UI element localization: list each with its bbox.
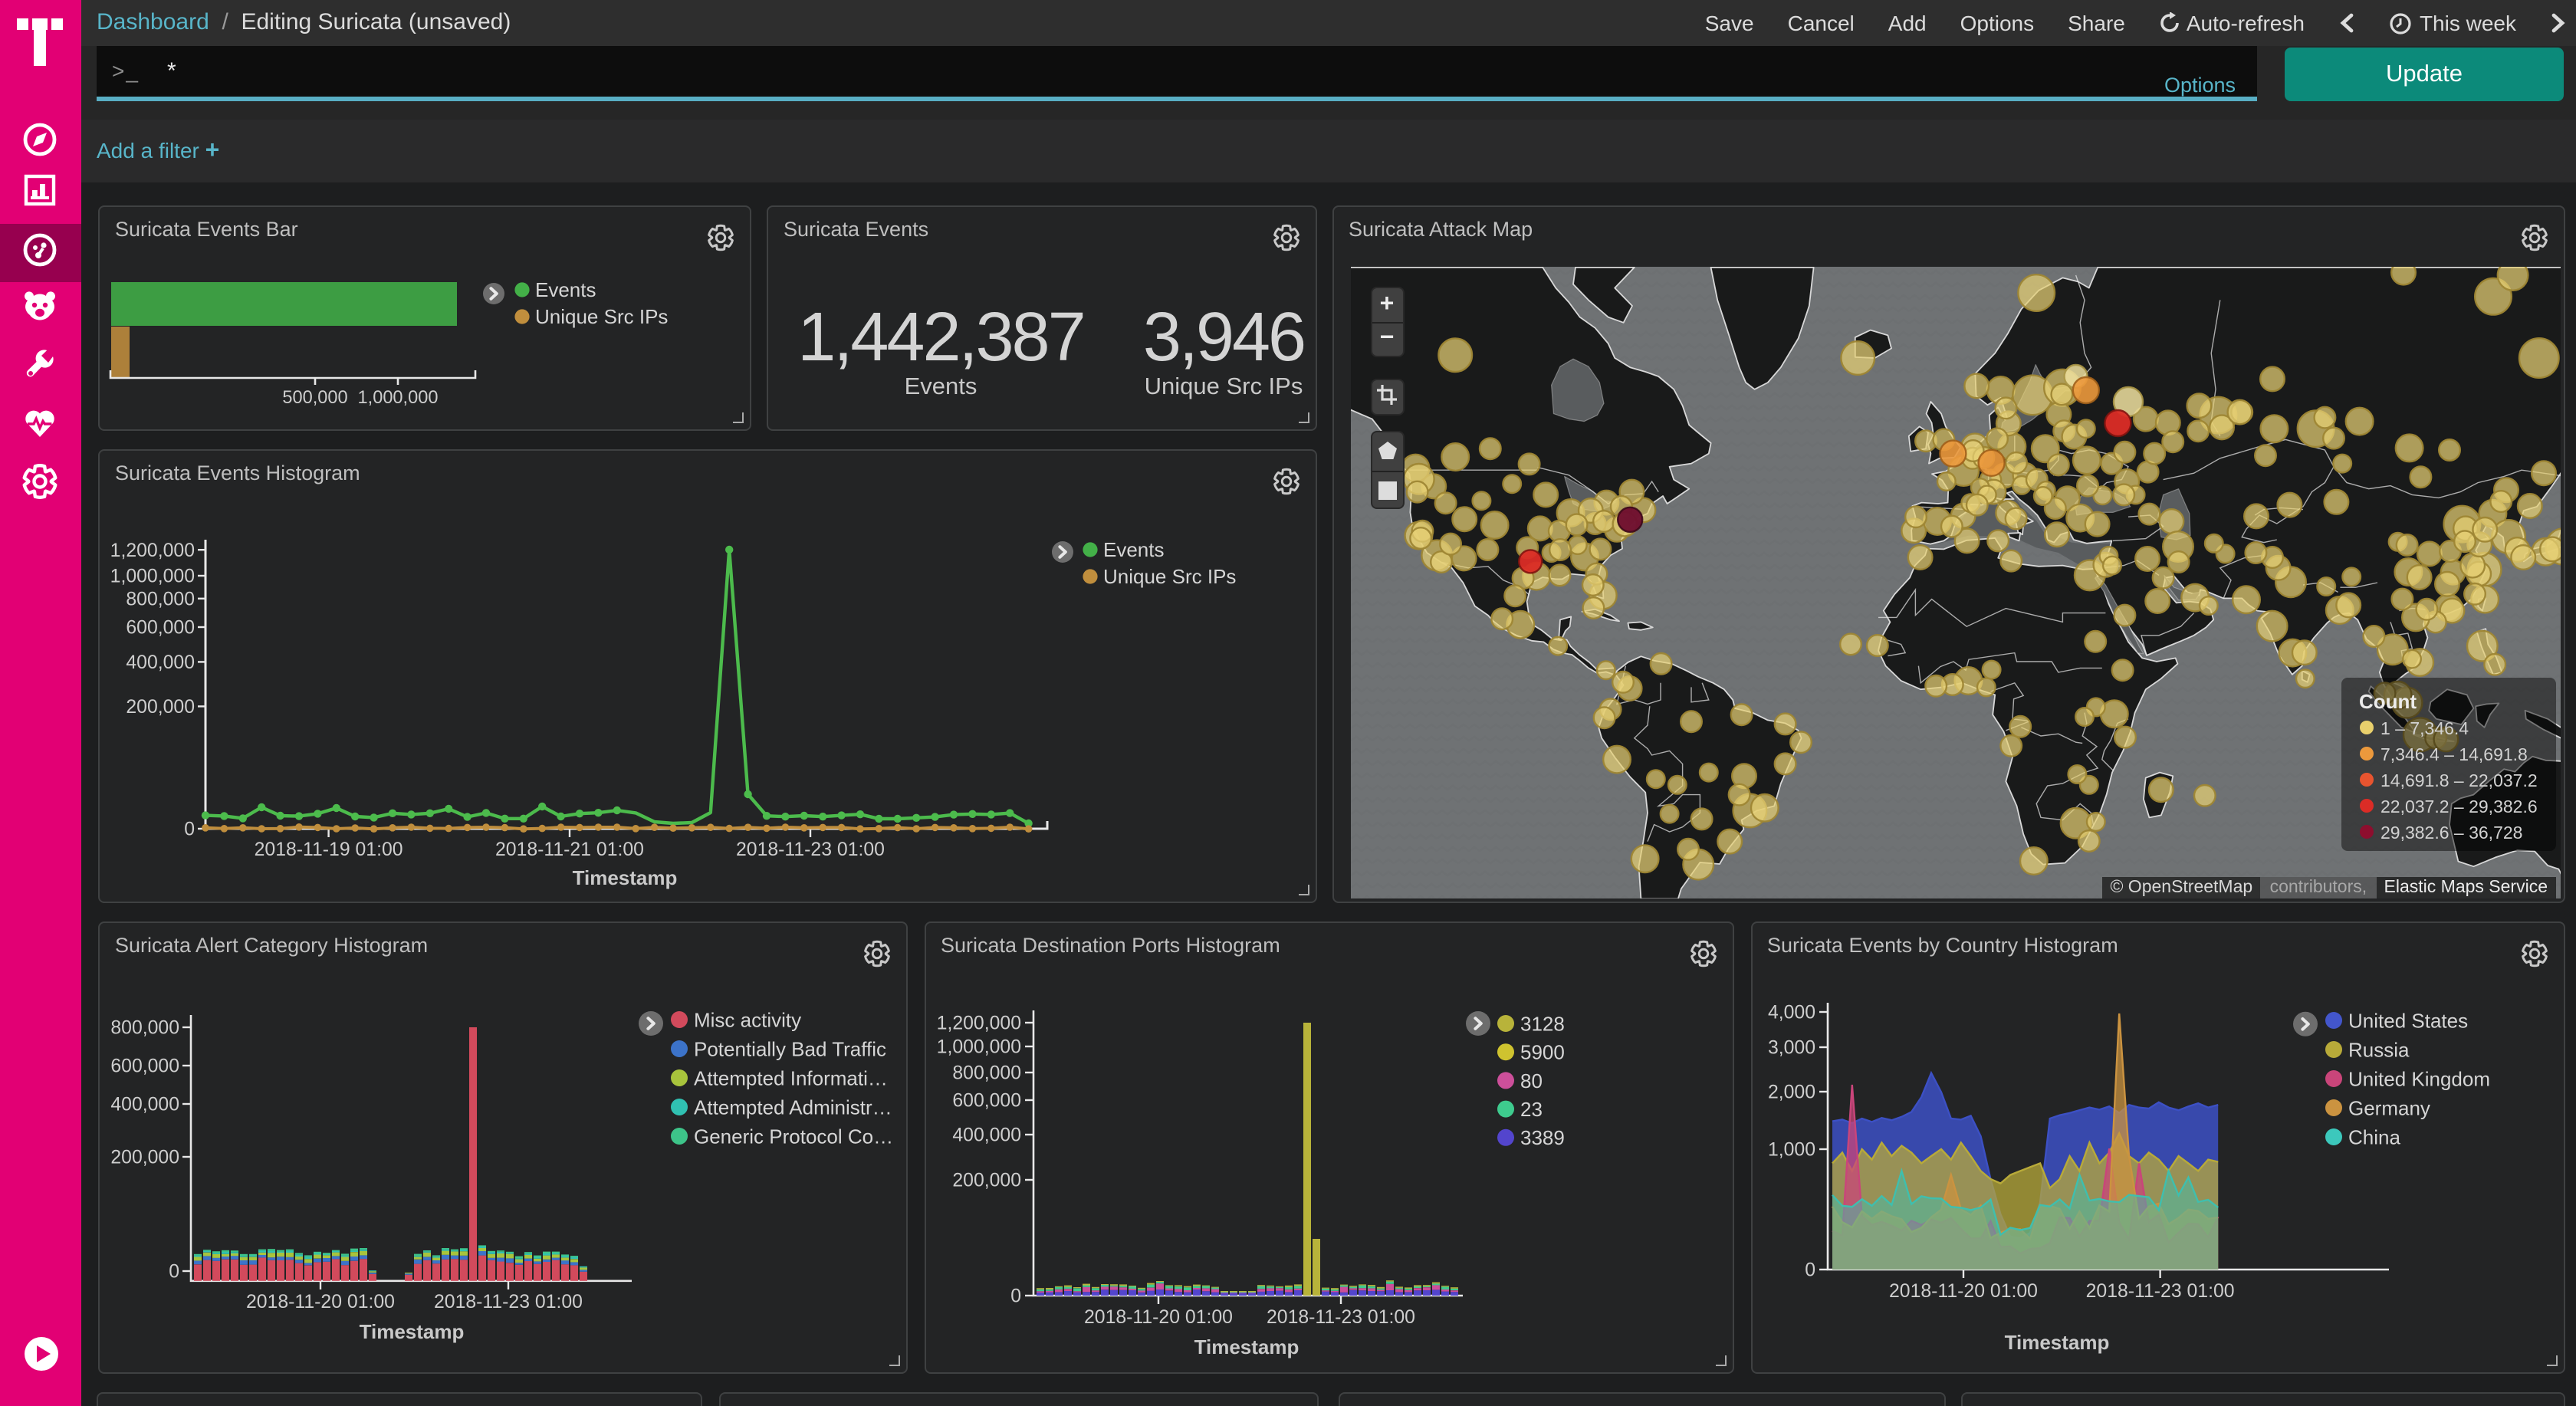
svg-text:2018-11-19 01:00: 2018-11-19 01:00 <box>255 839 403 860</box>
svg-text:2018-11-23 01:00: 2018-11-23 01:00 <box>2085 1280 2234 1301</box>
svg-text:Unique Src IPs: Unique Src IPs <box>535 305 668 328</box>
svg-text:0: 0 <box>1804 1260 1815 1280</box>
svg-text:500,000: 500,000 <box>282 388 347 408</box>
svg-text:2018-11-20 01:00: 2018-11-20 01:00 <box>246 1291 395 1312</box>
svg-text:2018-11-23 01:00: 2018-11-23 01:00 <box>434 1291 583 1312</box>
svg-text:United Kingdom: United Kingdom <box>2348 1066 2489 1089</box>
svg-text:1,200,000: 1,200,000 <box>936 1013 1020 1033</box>
svg-text:800,000: 800,000 <box>110 1017 179 1038</box>
svg-text:1,000,000: 1,000,000 <box>936 1036 1020 1057</box>
svg-text:600,000: 600,000 <box>126 618 195 639</box>
svg-text:2,000: 2,000 <box>1767 1082 1815 1102</box>
svg-text:0: 0 <box>1010 1286 1020 1306</box>
svg-text:400,000: 400,000 <box>126 652 195 673</box>
svg-text:200,000: 200,000 <box>126 697 195 718</box>
svg-text:China: China <box>2348 1125 2400 1148</box>
svg-text:Russia: Russia <box>2348 1037 2409 1060</box>
svg-text:Misc activity: Misc activity <box>694 1007 801 1030</box>
svg-text:Attempted Informati…: Attempted Informati… <box>694 1066 888 1089</box>
svg-text:Germany: Germany <box>2348 1096 2430 1119</box>
svg-text:80: 80 <box>1520 1069 1542 1092</box>
svg-text:0: 0 <box>169 1261 179 1282</box>
svg-text:2018-11-21 01:00: 2018-11-21 01:00 <box>495 839 644 860</box>
svg-text:Unique Src IPs: Unique Src IPs <box>1103 565 1236 588</box>
svg-text:800,000: 800,000 <box>951 1063 1020 1083</box>
svg-text:Events: Events <box>1103 538 1165 561</box>
svg-text:3,000: 3,000 <box>1767 1037 1815 1058</box>
svg-text:5900: 5900 <box>1520 1040 1564 1063</box>
svg-text:200,000: 200,000 <box>110 1147 179 1168</box>
svg-text:400,000: 400,000 <box>110 1094 179 1115</box>
svg-text:1,000: 1,000 <box>1767 1139 1815 1160</box>
svg-text:2018-11-23 01:00: 2018-11-23 01:00 <box>1266 1306 1414 1327</box>
svg-text:Timestamp: Timestamp <box>573 866 678 889</box>
svg-text:1,000,000: 1,000,000 <box>358 388 439 408</box>
svg-text:3389: 3389 <box>1520 1125 1564 1148</box>
svg-text:Timestamp: Timestamp <box>2004 1330 2109 1353</box>
svg-text:0: 0 <box>184 820 195 840</box>
svg-text:Timestamp: Timestamp <box>1194 1335 1299 1358</box>
svg-text:4,000: 4,000 <box>1767 1002 1815 1023</box>
svg-text:Potentially Bad Traffic: Potentially Bad Traffic <box>694 1036 886 1059</box>
svg-text:Generic Protocol Co…: Generic Protocol Co… <box>694 1124 893 1147</box>
svg-text:800,000: 800,000 <box>126 589 195 609</box>
svg-text:2018-11-23 01:00: 2018-11-23 01:00 <box>736 839 885 860</box>
svg-text:23: 23 <box>1520 1097 1542 1120</box>
svg-text:200,000: 200,000 <box>951 1170 1020 1191</box>
svg-text:1,200,000: 1,200,000 <box>110 540 195 561</box>
svg-text:United States: United States <box>2348 1008 2467 1031</box>
svg-text:3128: 3128 <box>1520 1011 1564 1034</box>
svg-text:600,000: 600,000 <box>110 1056 179 1076</box>
svg-text:Timestamp: Timestamp <box>360 1319 465 1342</box>
svg-text:Attempted Administr…: Attempted Administr… <box>694 1095 892 1118</box>
svg-text:1,000,000: 1,000,000 <box>110 567 195 587</box>
svg-text:600,000: 600,000 <box>951 1090 1020 1111</box>
svg-text:Events: Events <box>535 278 596 301</box>
svg-text:2018-11-20 01:00: 2018-11-20 01:00 <box>1083 1306 1232 1327</box>
svg-text:2018-11-20 01:00: 2018-11-20 01:00 <box>1888 1280 2037 1301</box>
svg-text:400,000: 400,000 <box>951 1125 1020 1145</box>
